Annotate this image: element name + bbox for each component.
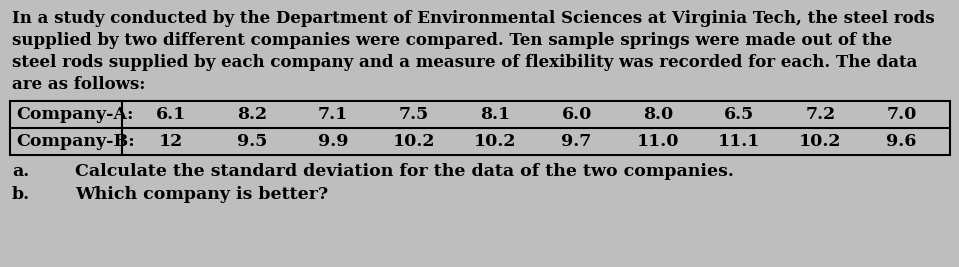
Text: 8.2: 8.2 [237, 106, 267, 123]
Text: 10.2: 10.2 [799, 133, 841, 150]
Text: 8.1: 8.1 [480, 106, 510, 123]
Text: 6.5: 6.5 [724, 106, 754, 123]
Text: 7.1: 7.1 [317, 106, 348, 123]
Text: Which company is better?: Which company is better? [75, 186, 328, 203]
Text: 11.0: 11.0 [637, 133, 679, 150]
Text: Calculate the standard deviation for the data of the two companies.: Calculate the standard deviation for the… [75, 163, 734, 180]
Text: steel rods supplied by each company and a measure of flexibility was recorded fo: steel rods supplied by each company and … [12, 54, 918, 71]
Text: are as follows:: are as follows: [12, 76, 146, 93]
Text: b.: b. [12, 186, 30, 203]
Text: 6.0: 6.0 [561, 106, 592, 123]
Text: a.: a. [12, 163, 30, 180]
Text: 9.7: 9.7 [561, 133, 592, 150]
Text: 6.1: 6.1 [155, 106, 186, 123]
Text: Company-A:: Company-A: [16, 106, 133, 123]
Text: In a study conducted by the Department of Environmental Sciences at Virginia Tec: In a study conducted by the Department o… [12, 10, 935, 27]
Text: 10.2: 10.2 [474, 133, 517, 150]
Text: 8.0: 8.0 [643, 106, 673, 123]
Text: 11.1: 11.1 [718, 133, 760, 150]
Text: 7.5: 7.5 [399, 106, 430, 123]
Text: supplied by two different companies were compared. Ten sample springs were made : supplied by two different companies were… [12, 32, 892, 49]
Text: 7.0: 7.0 [886, 106, 917, 123]
Text: 9.6: 9.6 [886, 133, 917, 150]
Text: 12: 12 [158, 133, 182, 150]
Text: Company-B:: Company-B: [16, 133, 135, 150]
Text: 7.2: 7.2 [806, 106, 835, 123]
Text: 9.5: 9.5 [237, 133, 267, 150]
Text: 10.2: 10.2 [393, 133, 435, 150]
Text: 9.9: 9.9 [317, 133, 348, 150]
Bar [10, 101, 950, 155]
